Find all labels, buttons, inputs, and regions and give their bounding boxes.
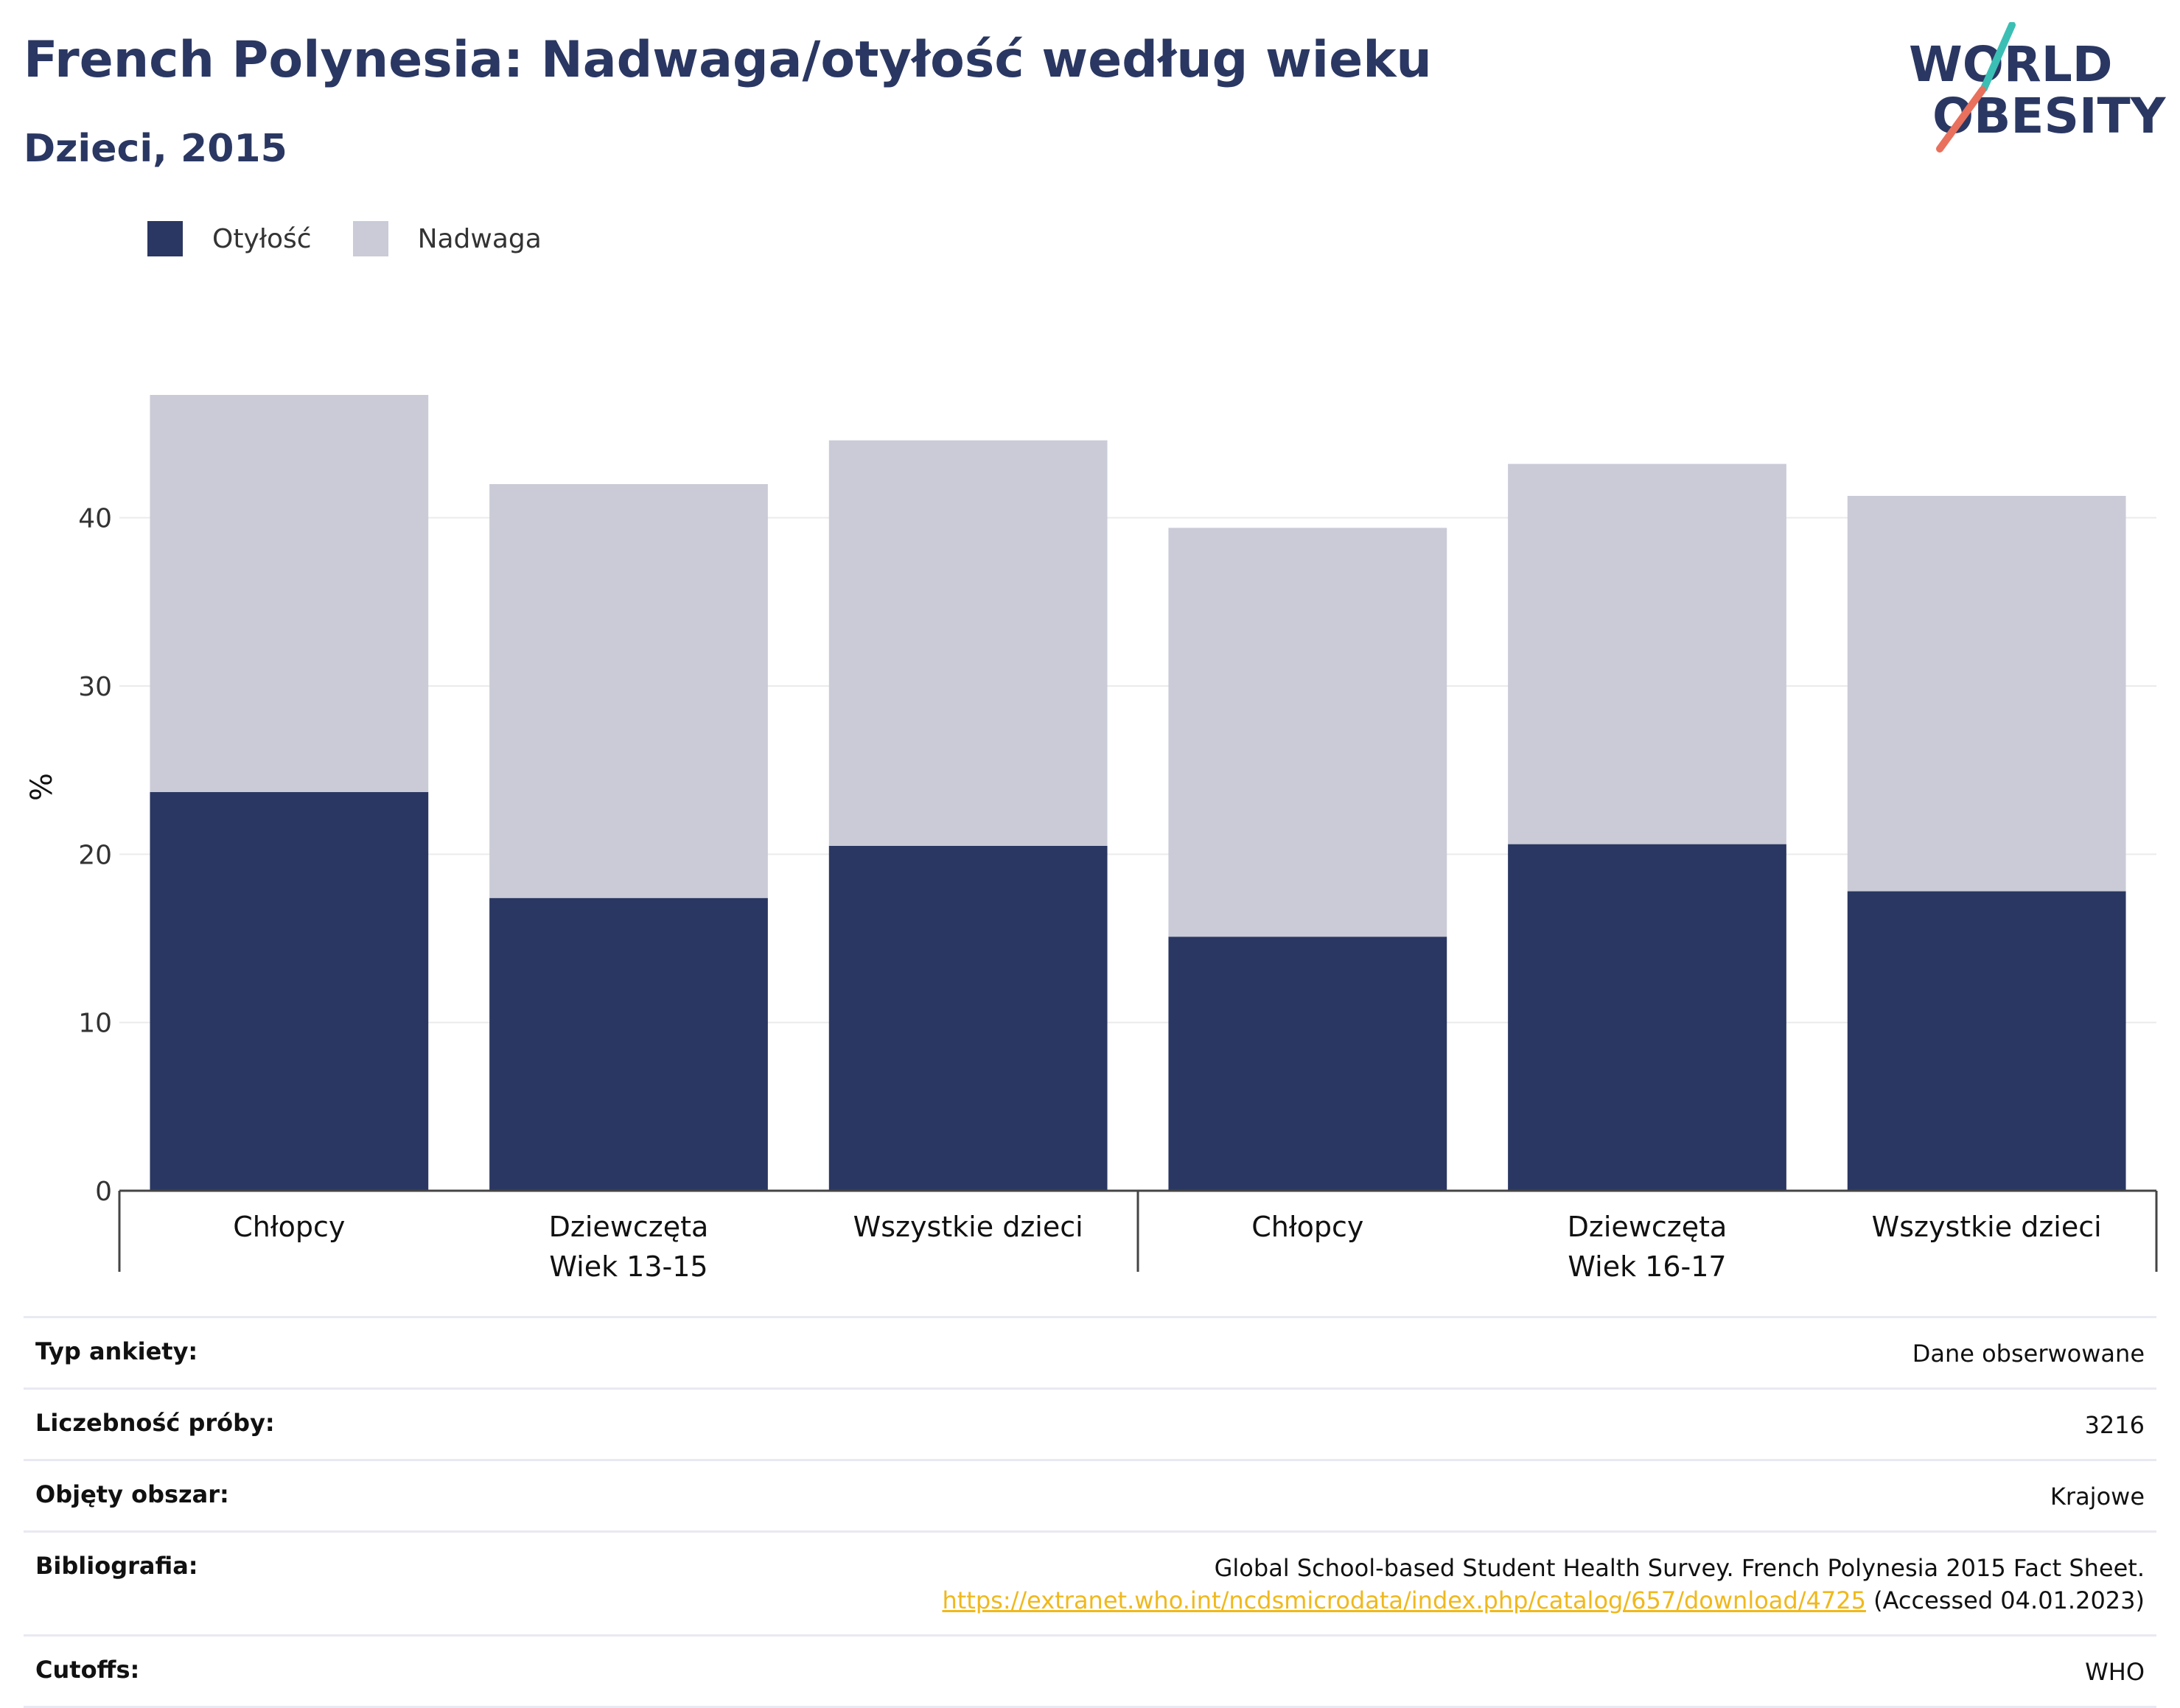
info-row-sample-size: Liczebność próby: 3216 <box>24 1390 2156 1461</box>
world-obesity-logo: WORLD OBESITY <box>1909 22 2167 153</box>
info-row-cutoffs: Cutoffs: WHO <box>24 1637 2156 1708</box>
x-tick-label: Chłopcy <box>1251 1211 1363 1243</box>
legend-item-overweight[interactable]: Nadwaga <box>352 221 542 256</box>
y-tick-label: 30 <box>78 672 112 702</box>
chart-subtitle: Dzieci, 2015 <box>24 127 287 171</box>
bar-overweight-2 <box>489 484 768 898</box>
bibliography-text: Global School-based Student Health Surve… <box>1214 1554 2145 1582</box>
bar-obesity-6 <box>1847 891 2126 1191</box>
legend: Otyłość Nadwaga <box>147 220 583 258</box>
bar-overweight-6 <box>1847 495 2126 892</box>
y-tick-label: 20 <box>78 840 112 870</box>
info-row-survey-type: Typ ankiety: Dane obserwowane <box>24 1316 2156 1390</box>
info-label: Typ ankiety: <box>35 1337 198 1365</box>
logo-slash-teal <box>1980 22 2016 92</box>
bar-obesity-4 <box>1168 937 1447 1191</box>
logo-text-obesity: OBESITY <box>1932 88 2167 144</box>
legend-label-obesity: Otyłość <box>212 223 312 254</box>
bibliography-link[interactable]: https://extranet.who.int/ncdsmicrodata/i… <box>942 1586 1866 1614</box>
x-tick-label: Wszystkie dzieci <box>853 1211 1083 1243</box>
bar-overweight-5 <box>1508 463 1786 844</box>
info-label: Liczebność próby: <box>35 1409 275 1437</box>
y-tick-label: 40 <box>78 504 112 534</box>
bar-overweight-3 <box>828 440 1108 846</box>
bar-overweight-1 <box>150 394 429 792</box>
bar-obesity-1 <box>150 791 429 1191</box>
y-tick-label: 0 <box>95 1177 112 1207</box>
bibliography-accessed: (Accessed 04.01.2023) <box>1873 1586 2145 1614</box>
bar-obesity-2 <box>489 897 768 1191</box>
legend-label-overweight: Nadwaga <box>417 223 542 254</box>
info-value: WHO <box>2085 1658 2145 1686</box>
chart-title: French Polynesia: Nadwaga/otyłość według… <box>24 31 1432 89</box>
stacked-bar-chart: 0 10 20 30 40% Chłopcy Dziewczęta Wszystkie dzi… <box>25 394 2158 1283</box>
group-label: Wiek 16-17 <box>1568 1250 1726 1283</box>
info-value: Global School-based Student Health Surve… <box>942 1552 2145 1617</box>
x-tick-label: Wszystkie dzieci <box>1872 1211 2102 1243</box>
x-tick-label: Dziewczęta <box>1568 1211 1727 1243</box>
logo-slash-coral <box>1936 86 1986 153</box>
bar-obesity-5 <box>1508 844 1786 1191</box>
info-value: Krajowe <box>2050 1483 2145 1511</box>
info-row-bibliography: Bibliografia: Global School-based Studen… <box>24 1533 2156 1637</box>
legend-item-obesity[interactable]: Otyłość <box>147 221 312 256</box>
y-tick-label: 10 <box>78 1009 112 1039</box>
x-tick-label: Chłopcy <box>233 1211 345 1243</box>
survey-info-table: Typ ankiety: Dane obserwowane Liczebność… <box>24 1316 2156 1708</box>
info-value: 3216 <box>2084 1411 2145 1439</box>
info-value: Dane obserwowane <box>1912 1340 2145 1368</box>
info-label: Objęty obszar: <box>35 1480 229 1508</box>
bar-overweight-4 <box>1168 528 1447 937</box>
y-axis-label: % <box>25 773 59 801</box>
info-row-coverage: Objęty obszar: Krajowe <box>24 1461 2156 1533</box>
info-label: Cutoffs: <box>35 1656 140 1684</box>
logo-text-world: WORLD <box>1909 36 2113 93</box>
group-label: Wiek 13-15 <box>549 1250 708 1283</box>
x-tick-label: Dziewczęta <box>549 1211 709 1243</box>
legend-swatch-overweight <box>352 221 388 256</box>
legend-swatch-obesity <box>147 221 183 256</box>
bar-obesity-3 <box>828 845 1108 1191</box>
info-label: Bibliografia: <box>35 1552 198 1580</box>
